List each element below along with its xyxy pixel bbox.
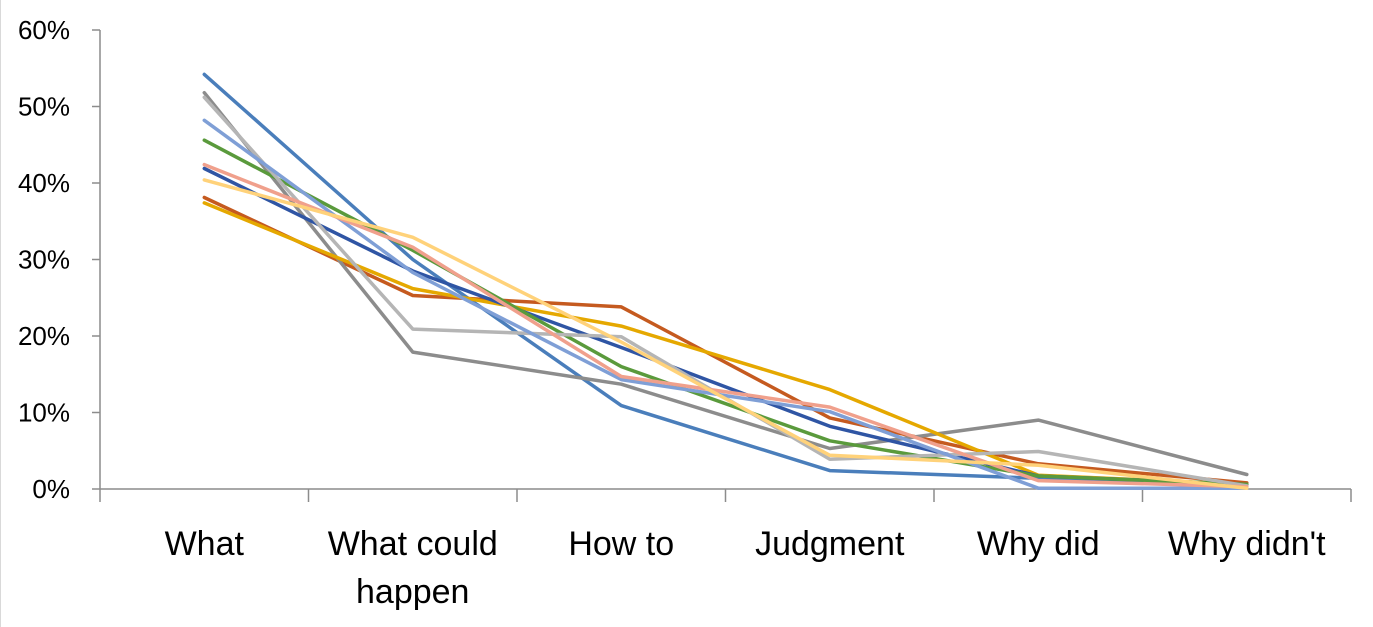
series-line-1 — [202, 72, 1249, 487]
x-category-label: How to — [568, 525, 674, 563]
series-line-9 — [202, 162, 1249, 489]
series-line-3 — [202, 90, 1249, 477]
series-line-8 — [202, 118, 1249, 490]
y-tick-label: 10% — [18, 398, 70, 428]
x-category-label: What could happen — [328, 525, 498, 611]
y-tick-label: 50% — [18, 92, 70, 122]
series-line-7 — [202, 95, 1249, 488]
y-axis: 0% 10% 20% 30% 40% 50% 60% — [18, 15, 101, 504]
y-tick-label: 40% — [18, 168, 70, 198]
series-line-2 — [202, 195, 1249, 485]
y-tick-label: 0% — [32, 474, 70, 504]
series-lines — [202, 72, 1249, 490]
x-category-label: Judgment — [755, 525, 905, 563]
image-left-border — [0, 0, 1, 627]
x-category-label: Why did — [977, 525, 1100, 563]
y-tick-label: 60% — [18, 15, 70, 45]
series-line-10 — [202, 178, 1249, 490]
x-category-label: What — [165, 525, 245, 563]
x-category-label: Why didn't — [1168, 525, 1326, 563]
x-axis: What What could happen How to Judgment Why di… — [99, 488, 1352, 611]
y-tick-label: 30% — [18, 245, 70, 275]
y-tick-label: 20% — [18, 321, 70, 351]
